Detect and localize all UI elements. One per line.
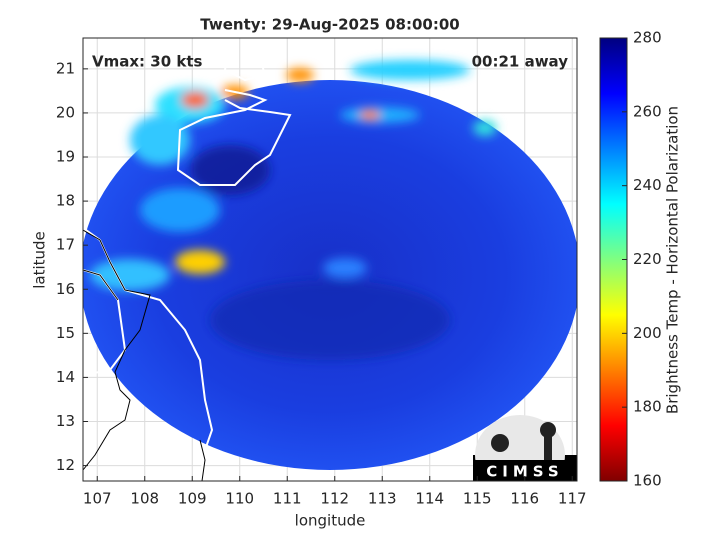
y-tick-label: 20 [56, 103, 75, 121]
colorbar-label: Brightness Temp - Horizontal Polarizatio… [664, 106, 682, 414]
y-tick-label: 13 [56, 412, 75, 430]
x-tick-label: 117 [558, 490, 587, 508]
x-tick-label: 115 [463, 490, 492, 508]
x-tick-label: 112 [320, 490, 349, 508]
y-tick-label: 17 [56, 236, 75, 254]
satellite-image [83, 38, 577, 481]
y-tick-label: 19 [56, 148, 75, 166]
y-tick-label: 21 [56, 59, 75, 77]
y-tick-label: 12 [56, 456, 75, 474]
convection [90, 60, 497, 360]
colorbar-tick-label: 220 [633, 250, 662, 268]
borders [83, 229, 206, 481]
colorbar-tick-label: 240 [633, 176, 662, 194]
colorbar-tick-label: 160 [633, 472, 662, 490]
x-tick-label: 109 [178, 490, 207, 508]
x-tick-label: 108 [130, 490, 159, 508]
y-axis-label: latitude [31, 231, 49, 289]
x-tick-label: 113 [368, 490, 397, 508]
colorbar-tick-label: 260 [633, 102, 662, 120]
x-tick-label: 107 [83, 490, 112, 508]
colorbar-tick-label: 280 [633, 29, 662, 47]
y-tick-label: 18 [56, 192, 75, 210]
y-tick-label: 16 [56, 280, 75, 298]
plot-frame [82, 37, 578, 482]
x-axis-label: longitude [295, 512, 366, 530]
y-tick-label: 15 [56, 324, 75, 342]
x-tick-label: 116 [510, 490, 539, 508]
annotation: 00:21 away [472, 53, 569, 71]
logo-text: CIMSS [486, 463, 563, 481]
colorbar-tick-label: 180 [633, 398, 662, 416]
annotation: Vmax: 30 kts [92, 53, 202, 71]
x-tick-label: 114 [415, 490, 444, 508]
colorbar-tick-label: 200 [633, 324, 662, 342]
y-tick-label: 14 [56, 368, 75, 386]
chart-title: Twenty: 29-Aug-2025 08:00:00 [200, 16, 459, 34]
x-tick-label: 111 [273, 490, 302, 508]
x-tick-label: 110 [225, 490, 254, 508]
